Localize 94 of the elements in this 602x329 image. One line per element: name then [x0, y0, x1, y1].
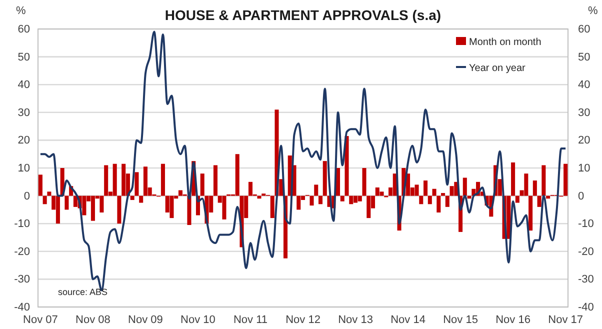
bar	[200, 174, 204, 196]
bar	[112, 164, 117, 196]
y-tick-label: -30	[14, 274, 30, 286]
y2-tick-label: -20	[578, 246, 594, 258]
bar	[64, 196, 69, 210]
x-tick-label: Nov 08	[76, 314, 110, 326]
bar	[104, 165, 108, 196]
chart-title: HOUSE & APARTMENT APPROVALS (s.a)	[164, 7, 442, 23]
bar	[296, 196, 301, 210]
legend-label: Month on month	[469, 37, 542, 48]
y-tick-label: 60	[18, 24, 30, 36]
bar	[122, 164, 126, 196]
x-tick-label: Nov 15	[443, 314, 478, 326]
y2-tick-label: -30	[578, 274, 594, 286]
bar	[38, 174, 42, 196]
bar	[445, 196, 450, 207]
y2-tick-label: 10	[578, 162, 590, 175]
bar	[362, 168, 366, 196]
legend-label: Year on year	[469, 63, 526, 74]
bar	[524, 174, 528, 196]
bar	[537, 196, 542, 207]
y-tick-label: 30	[18, 106, 30, 119]
bar	[170, 196, 174, 218]
bar	[450, 186, 454, 196]
bar	[213, 165, 218, 196]
bar	[314, 184, 318, 196]
y2-tick-label: 30	[578, 106, 590, 119]
bar	[428, 196, 432, 204]
x-tick-label: Nov 09	[128, 314, 163, 326]
y-tick-label: 0	[24, 190, 30, 202]
x-tick-label: Nov 12	[286, 314, 320, 326]
x-tick-label: Nov 10	[180, 314, 216, 326]
bar	[528, 196, 533, 231]
y2-tick-label: 20	[578, 134, 590, 147]
bar	[257, 196, 262, 199]
bar	[47, 192, 52, 196]
y2-tick-label: 0	[578, 190, 584, 202]
x-tick-label: Nov 17	[548, 314, 583, 326]
bar	[340, 196, 344, 202]
bar	[366, 196, 371, 218]
y2-tick-label: -40	[578, 302, 594, 314]
bar	[235, 154, 240, 196]
bar	[42, 196, 47, 204]
bar	[424, 180, 428, 196]
y-tick-label: -40	[14, 302, 30, 314]
bar	[436, 196, 441, 212]
bar	[160, 164, 165, 196]
bar	[542, 165, 546, 196]
bar	[511, 162, 516, 196]
x-tick-label: Nov 07	[23, 314, 58, 326]
y-tick-label: 20	[18, 134, 30, 147]
bar	[130, 196, 134, 200]
y2-tick-label: 40	[578, 79, 590, 92]
bar	[82, 196, 86, 216]
y-tick-label: -20	[14, 246, 30, 258]
bar	[432, 188, 436, 196]
y2-axis-title: %	[588, 5, 598, 17]
bar	[56, 196, 60, 224]
y2-tick-label: -10	[578, 218, 594, 230]
bar	[532, 180, 537, 196]
x-tick-label: Nov 13	[338, 314, 373, 326]
bar	[248, 182, 253, 196]
bar	[336, 168, 340, 196]
y-tick-label: 10	[18, 162, 30, 175]
y-axis-title: %	[16, 5, 26, 17]
y2-tick-label: 50	[578, 51, 590, 64]
x-tick-label: Nov 16	[496, 314, 530, 326]
bar	[419, 196, 424, 204]
bar	[139, 196, 144, 203]
bar	[353, 196, 358, 203]
bar	[270, 196, 274, 218]
bar	[318, 196, 323, 204]
bar	[100, 196, 104, 212]
bar	[222, 196, 226, 220]
y-tick-label: 40	[18, 79, 30, 92]
bar	[358, 196, 362, 202]
bar	[462, 178, 467, 196]
x-tick-label: Nov 11	[233, 314, 268, 326]
bar	[349, 196, 354, 204]
y2-tick-label: 60	[578, 24, 590, 36]
bar	[380, 192, 384, 196]
annotation: source: ABS	[58, 287, 108, 297]
bar	[134, 172, 139, 196]
bar	[441, 193, 446, 196]
bar	[414, 184, 419, 196]
y-tick-label: -10	[14, 218, 30, 230]
x-tick-label: Nov 14	[390, 314, 426, 326]
bar	[310, 196, 314, 206]
bar	[117, 196, 122, 224]
bar	[515, 196, 520, 203]
bar	[564, 164, 568, 196]
bar	[187, 196, 192, 225]
y-tick-label: 50	[18, 51, 30, 64]
bar	[322, 161, 327, 196]
